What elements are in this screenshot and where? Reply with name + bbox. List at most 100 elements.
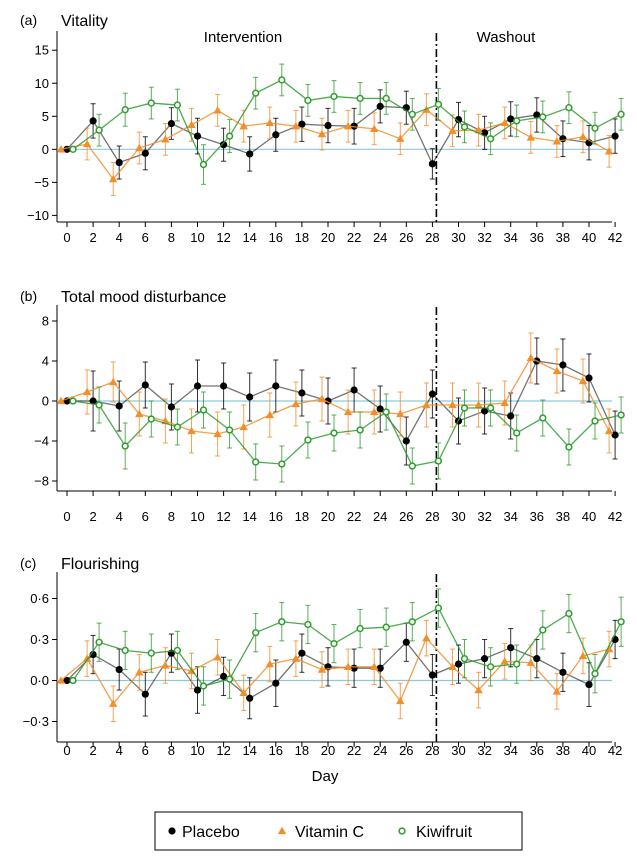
panel-label: (c) — [20, 555, 36, 571]
x-tick-label: 16 — [269, 509, 283, 524]
data-point — [396, 696, 405, 705]
data-point — [193, 382, 202, 390]
series-line — [72, 79, 622, 166]
data-point — [382, 408, 390, 416]
x-tick-label: 28 — [425, 743, 439, 758]
data-point — [539, 113, 547, 121]
x-tick-label: 42 — [608, 509, 622, 524]
data-point — [500, 657, 509, 665]
x-tick-label: 22 — [347, 509, 361, 524]
data-point — [304, 436, 312, 444]
data-point — [578, 651, 588, 660]
data-point — [220, 141, 228, 149]
series-kiwifruit — [69, 386, 625, 485]
x-tick-label: 4 — [116, 743, 123, 758]
x-tick-label: 2 — [89, 509, 96, 524]
data-point — [135, 143, 144, 152]
data-point — [95, 126, 103, 134]
data-point — [578, 376, 588, 385]
data-point — [585, 374, 593, 382]
x-tick-label: 16 — [269, 743, 283, 758]
data-point — [330, 639, 338, 648]
data-point — [121, 442, 129, 450]
x-tick-label: 38 — [556, 230, 570, 245]
data-point — [533, 655, 541, 663]
x-tick-label: 22 — [347, 743, 361, 758]
data-point — [69, 397, 77, 405]
x-tick-label: 30 — [451, 230, 465, 245]
x-tick-label: 12 — [216, 509, 230, 524]
x-tick-label: 28 — [425, 509, 439, 524]
data-point — [408, 618, 416, 626]
data-point — [396, 134, 405, 142]
x-tick-label: 10 — [190, 509, 204, 524]
data-point — [213, 653, 222, 661]
data-point — [109, 377, 118, 386]
data-point — [272, 679, 280, 687]
data-point — [428, 671, 436, 679]
x-tick-label: 30 — [451, 509, 465, 524]
x-tick-label: 36 — [530, 743, 544, 758]
data-point — [474, 400, 483, 409]
data-point — [239, 121, 248, 130]
data-point — [199, 682, 208, 690]
panel-label: (a) — [20, 12, 37, 28]
data-point — [89, 397, 97, 405]
data-point — [252, 458, 260, 466]
data-point — [304, 96, 312, 105]
data-point — [199, 406, 208, 414]
x-tick-label: 40 — [582, 509, 596, 524]
data-point — [408, 462, 416, 470]
data-point — [559, 361, 567, 369]
data-point — [220, 672, 228, 681]
data-point — [330, 92, 338, 101]
data-point — [585, 681, 593, 689]
data-point — [507, 644, 515, 652]
data-point — [56, 396, 66, 405]
data-point — [213, 106, 222, 114]
data-point — [161, 135, 170, 143]
data-point — [291, 121, 301, 130]
x-tick-label: 34 — [503, 230, 517, 245]
x-tick-label: 4 — [116, 230, 123, 245]
data-point — [324, 121, 332, 130]
data-point — [220, 382, 228, 390]
data-point — [167, 119, 175, 128]
x-tick-label: 36 — [530, 230, 544, 245]
data-point — [291, 399, 301, 408]
x-tick-label: 40 — [582, 743, 596, 758]
data-point — [526, 658, 535, 666]
data-point — [376, 102, 384, 110]
data-point — [193, 686, 202, 694]
y-tick-label: −4 — [34, 434, 49, 449]
data-point — [604, 147, 614, 155]
data-point — [265, 118, 274, 127]
x-tick-label: 14 — [242, 230, 256, 245]
series-vitamin_c — [56, 332, 614, 457]
data-point — [343, 662, 353, 670]
data-point — [460, 404, 469, 412]
data-point — [147, 99, 155, 107]
x-tick-label: 20 — [321, 743, 335, 758]
x-tick-label: 26 — [399, 509, 413, 524]
panel-title: Flourishing — [61, 556, 139, 573]
x-tick-label: 8 — [168, 743, 175, 758]
data-point — [591, 417, 599, 425]
y-tick-label: −10 — [27, 208, 49, 223]
data-point — [448, 126, 457, 134]
data-point — [402, 638, 410, 646]
series-vitamin_c — [56, 93, 614, 197]
x-tick-label: 6 — [142, 230, 149, 245]
data-point — [265, 410, 274, 419]
data-point — [559, 668, 567, 676]
data-point — [225, 132, 234, 140]
x-tick-label: 24 — [373, 509, 387, 524]
data-point — [141, 381, 149, 389]
data-point — [167, 403, 175, 411]
series-line — [66, 105, 616, 166]
data-point — [63, 676, 71, 685]
x-tick-label: 6 — [142, 743, 149, 758]
x-tick-label: 42 — [608, 743, 622, 758]
data-point — [486, 135, 495, 143]
